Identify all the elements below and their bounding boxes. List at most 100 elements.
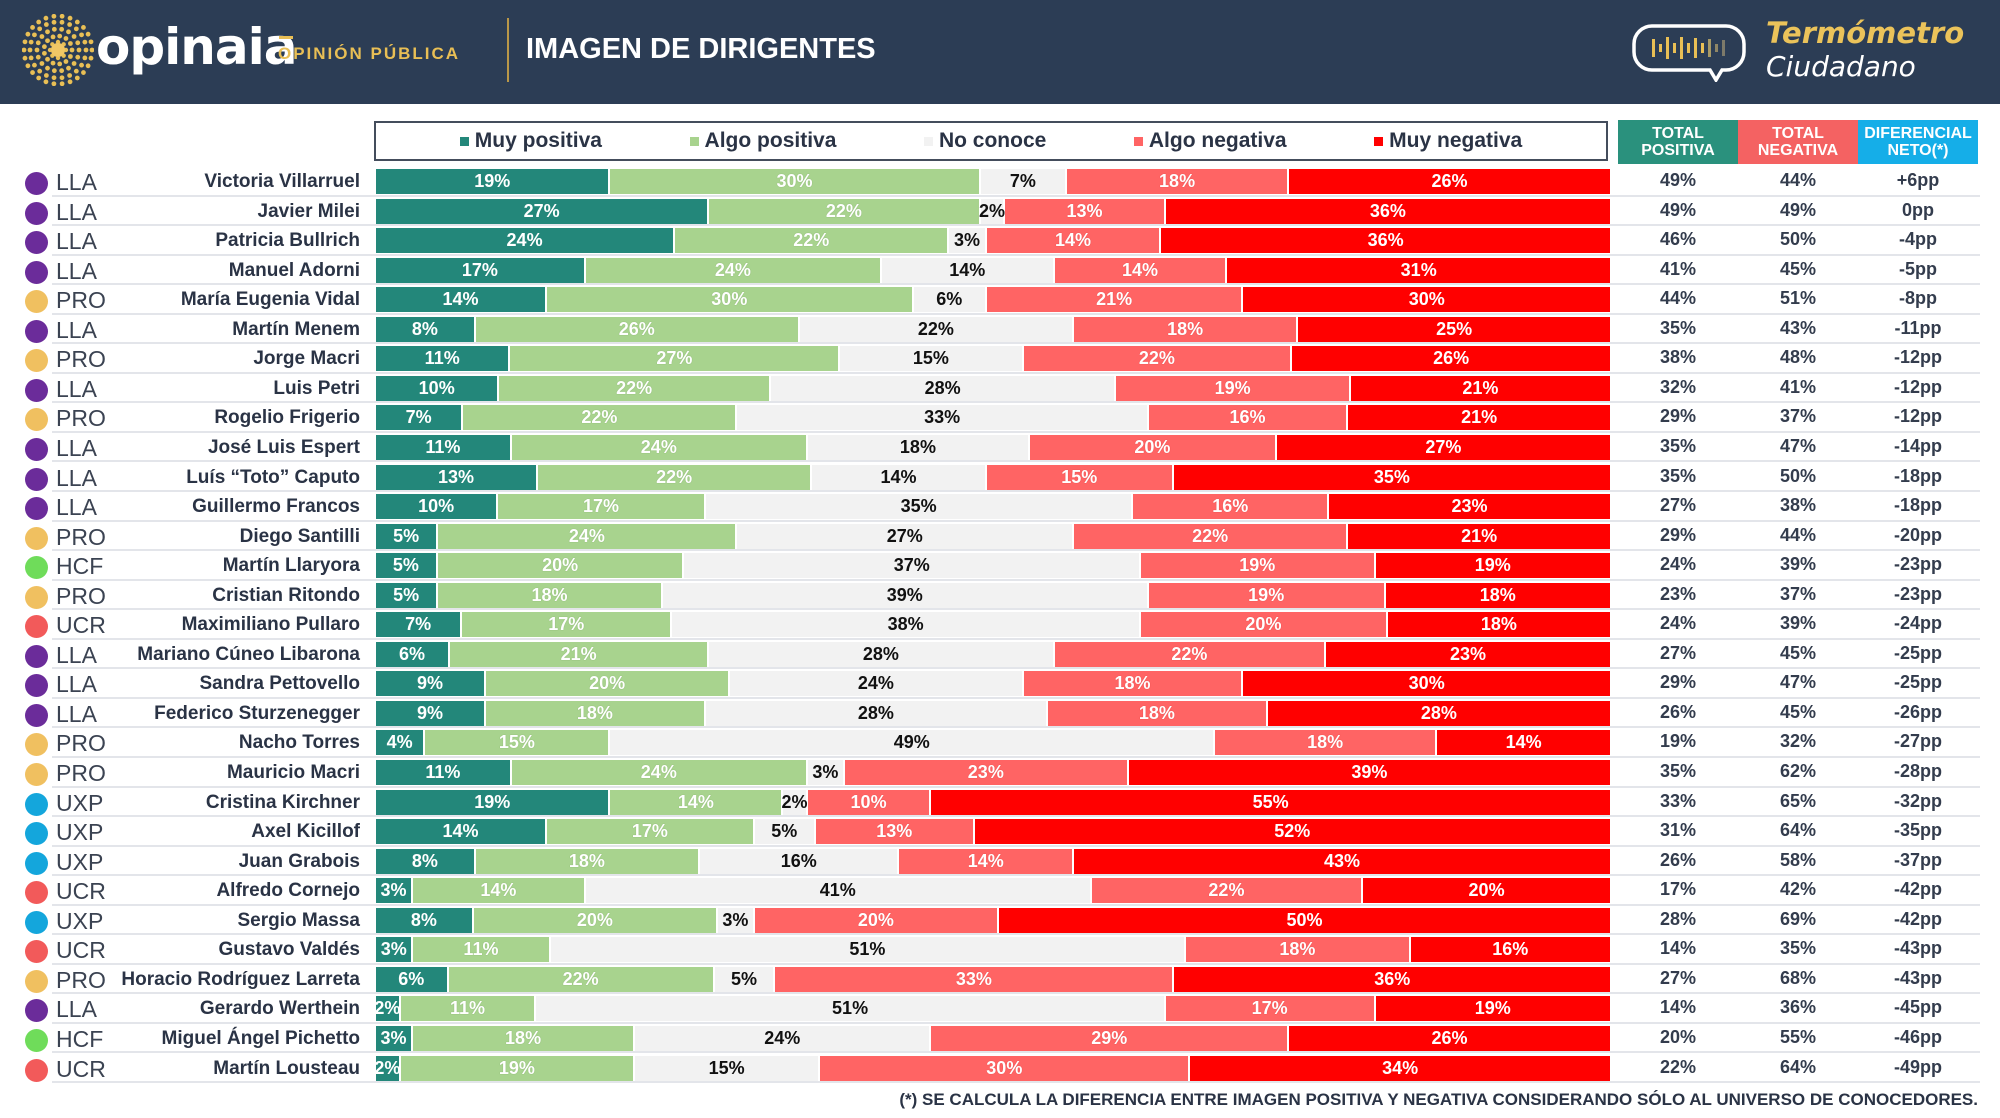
logo-dot <box>67 79 73 85</box>
legend-label: Muy negativa <box>1389 129 1523 152</box>
stacked-bar: 13% 22% 14% 15% 35% <box>376 464 1610 490</box>
bar-data-label: 22% <box>656 466 693 487</box>
bar-data-label: 30% <box>1408 289 1445 310</box>
bar-data-label: 30% <box>1408 673 1445 694</box>
bar-segment-muy-negativa: 52% <box>974 819 1610 845</box>
logo-dot <box>75 40 81 46</box>
bar-data-label: 4% <box>386 732 413 753</box>
party-dot-icon <box>25 585 48 609</box>
bar-segment-muy-negativa: 27% <box>1276 434 1610 460</box>
diferencial-cell: -26pp <box>1893 701 1942 722</box>
row-divider <box>52 1021 1980 1024</box>
diferencial-header-label: DIFERENCIAL NETO(*) <box>1864 125 1972 159</box>
legend-swatch <box>459 136 469 146</box>
bar-data-label: 14% <box>480 880 517 901</box>
leader-name: Guillermo Francos <box>192 496 360 518</box>
leader-name: María Eugenia Vidal <box>180 289 360 311</box>
bar-data-label: 30% <box>711 289 748 310</box>
bar-segment-no-conoce: 28% <box>709 641 1055 667</box>
bar-segment-algo-positiva: 20% <box>485 671 731 697</box>
logo-dot <box>32 32 37 38</box>
table-row: UXP Juan Grabois 8% 18% 16% 14% 43% 26% 58% -37pp <box>0 846 2000 877</box>
diferencial-cell: -11pp <box>1894 317 1942 338</box>
bar-data-label: 28% <box>862 643 899 664</box>
total-negativa-header: TOTAL NEGATIVA <box>1738 120 1858 164</box>
party-label: UCR <box>56 878 106 905</box>
legend-item-algo-positiva: Algo positiva <box>689 129 836 153</box>
table-row: UCR Maximiliano Pullaro 7% 17% 38% 20% 18% 24% 3… <box>0 609 2000 640</box>
stacked-bar: 5% 24% 27% 22% 21% <box>376 523 1610 549</box>
bar-segment-muy-negativa: 39% <box>1128 760 1610 785</box>
table-row: PRO Diego Santilli 5% 24% 27% 22% 21% 29% 44% -20… <box>0 521 2000 552</box>
bar-segment-muy-negativa: 18% <box>1385 582 1610 608</box>
logo-dot <box>57 61 63 67</box>
diferencial-cell: -4pp <box>1899 229 1937 250</box>
bar-segment-muy-positiva: 11% <box>376 346 511 372</box>
bar-segment-algo-negativa: 30% <box>820 1055 1191 1081</box>
total-positiva-cell: 31% <box>1659 820 1697 841</box>
bar-segment-no-conoce: 5% <box>754 819 816 845</box>
bar-data-label: 14% <box>1505 732 1542 753</box>
leader-name: Javier Milei <box>257 200 360 222</box>
row-divider <box>52 696 1980 699</box>
bar-segment-algo-negativa: 22% <box>1054 641 1327 667</box>
stacked-bar: 24% 22% 3% 14% 36% <box>376 228 1610 254</box>
bar-segment-algo-negativa: 16% <box>1133 494 1329 520</box>
bar-data-label: 16% <box>1492 939 1529 960</box>
bar-segment-muy-negativa: 34% <box>1190 1055 1610 1081</box>
total-negativa-cell: 36% <box>1779 997 1817 1018</box>
party-dot-icon <box>25 822 48 846</box>
logo-dot <box>22 55 28 61</box>
bar-data-label: 35% <box>900 496 937 517</box>
bar-segment-algo-positiva: 22% <box>538 464 813 490</box>
logo-dot <box>42 44 47 50</box>
bar-data-label: 11% <box>425 436 461 457</box>
stacked-bar: 2% 11% 51% 17% 19% <box>374 996 1610 1022</box>
logo-dot <box>69 47 75 53</box>
bar-segment-muy-positiva: 27% <box>376 198 710 224</box>
bar-segment-algo-negativa: 21% <box>986 287 1244 313</box>
bar-data-label: 2% <box>374 998 401 1019</box>
bar-data-label: 20% <box>576 909 613 930</box>
bar-segment-muy-negativa: 55% <box>931 789 1610 815</box>
diferencial-cell: -45pp <box>1893 997 1942 1018</box>
bar-segment-algo-positiva: 24% <box>511 434 808 460</box>
bar-segment-no-conoce: 38% <box>672 612 1142 638</box>
bar-data-label: 11% <box>450 998 486 1019</box>
bar-data-label: 5% <box>392 555 419 576</box>
logo-dot <box>82 55 88 61</box>
bar-data-label: 22% <box>1138 348 1175 369</box>
logo-dot <box>35 40 41 46</box>
party-label: PRO <box>56 346 106 373</box>
bar-segment-algo-positiva: 18% <box>413 1025 636 1051</box>
party-label: LLA <box>56 257 97 284</box>
leader-name: José Luis Espert <box>207 436 360 458</box>
logo-dot <box>63 36 69 41</box>
bar-data-label: 50% <box>1286 909 1323 930</box>
bar-segment-muy-positiva: 24% <box>376 228 676 254</box>
logo-dot <box>74 75 80 81</box>
party-label: UCR <box>56 1055 106 1082</box>
bar-segment-algo-positiva: 20% <box>473 907 719 933</box>
logo-dot <box>50 60 56 66</box>
total-positiva-cell: 33% <box>1659 790 1697 811</box>
stacked-bar: 11% 27% 15% 22% 26% <box>376 346 1610 372</box>
leader-name: Victoria Villarruel <box>204 171 360 192</box>
logo-dot <box>45 56 50 62</box>
logo-dot <box>43 15 49 21</box>
bar-segment-muy-positiva: 13% <box>376 464 539 490</box>
diferencial-cell: -42pp <box>1893 879 1942 900</box>
total-negativa-cell: 37% <box>1779 406 1817 427</box>
party-label: UXP <box>56 789 104 816</box>
bar-data-label: 14% <box>1054 230 1092 251</box>
logo-dot <box>76 47 82 53</box>
leader-name: Mauricio Macri <box>226 762 360 783</box>
row-divider <box>52 224 1980 227</box>
bar-data-label: 23% <box>967 762 1004 782</box>
party-dot-icon <box>25 290 48 314</box>
row-divider <box>52 1081 1980 1083</box>
bar-data-label: 33% <box>955 968 992 989</box>
logo-dot <box>88 39 94 45</box>
bar-data-label: 18% <box>576 702 613 723</box>
total-negativa-cell: 68% <box>1779 967 1817 988</box>
